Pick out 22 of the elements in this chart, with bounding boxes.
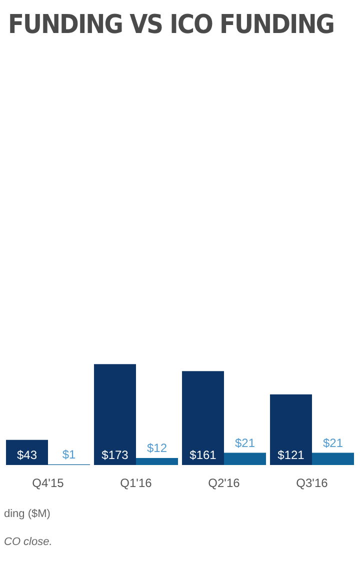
x-tick-label: Q1'16 (120, 476, 152, 490)
bar (182, 371, 224, 465)
text: ding ($M) (4, 508, 50, 520)
bar (6, 440, 48, 465)
data-label: $121 (278, 448, 305, 462)
x-tick-label: Q4'15 (32, 476, 64, 490)
data-label: $161 (190, 448, 217, 462)
x-tick-label: Q2'16 (208, 476, 240, 490)
data-label: $21 (322, 436, 344, 450)
data-label: $43 (16, 448, 38, 462)
data-label: $173 (102, 448, 129, 462)
text: CO close. (4, 536, 52, 548)
data-label: $12 (146, 441, 168, 455)
data-label: $21 (234, 436, 256, 450)
chart-title: FUNDING VS ICO FUNDING (8, 10, 334, 40)
data-label: $1 (62, 447, 76, 462)
bar (270, 394, 312, 465)
bar (136, 458, 178, 465)
bar (94, 364, 136, 465)
x-tick-label: Q3'16 (296, 476, 328, 490)
bar (312, 452, 354, 465)
bar (224, 452, 266, 465)
